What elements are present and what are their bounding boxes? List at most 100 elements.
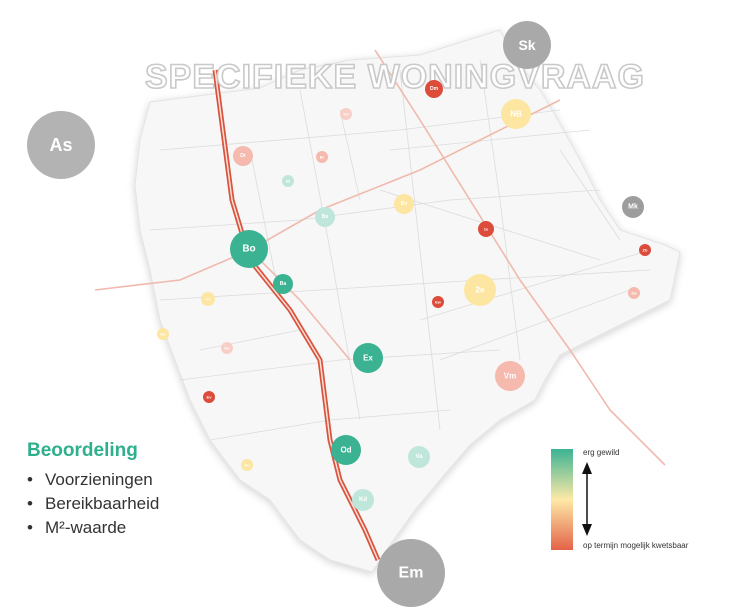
place-bubble-dr: Dr: [233, 146, 253, 166]
place-bubble-circle: [353, 343, 383, 373]
place-bubble-vm: Vm: [495, 361, 525, 391]
place-bubble-circle: [233, 146, 253, 166]
place-bubble-2e: 2e: [464, 274, 496, 306]
scale-top-label: erg gewild: [583, 448, 619, 457]
place-bubble-ew: Ew: [432, 296, 444, 308]
place-bubble-bo: Bo: [230, 230, 268, 268]
map-title: SPECIFIEKE WONINGVRAAG: [145, 58, 645, 96]
place-bubble-label: Ov: [343, 112, 349, 117]
place-bubble-ev: Ev: [203, 391, 215, 403]
place-bubble-label: Bl: [286, 179, 290, 184]
place-bubble-zb: Zb: [639, 244, 651, 256]
legend: Beoordeling • Voorzieningen • Bereikbaarhe…: [27, 440, 159, 540]
svg-text:Em: Em: [399, 565, 424, 582]
place-bubble-circle: [315, 207, 335, 227]
city-as: As: [27, 111, 95, 179]
place-bubble-label: Zb: [643, 248, 648, 253]
place-bubble-ov: Ov: [340, 108, 352, 120]
place-bubble-circle: [273, 274, 293, 294]
place-bubble-circle: [628, 287, 640, 299]
place-bubble-vv: Vv: [201, 292, 215, 306]
place-bubble-label: Dm: [430, 86, 439, 92]
place-bubble-circle: [316, 151, 328, 163]
place-bubble-oo: Oo: [157, 328, 169, 340]
svg-text:Mk: Mk: [628, 204, 638, 211]
place-bubble-circle: [221, 342, 233, 354]
legend-item: • M²-waarde: [27, 518, 127, 537]
place-bubble-label: NB: [510, 110, 522, 119]
place-bubble-label: 1e: [484, 227, 489, 232]
city-em: Em: [377, 539, 445, 607]
place-bubbles: Dm NB Dr Ov Br Bl Bu Bv 1e Bo Ba Vv 2e Ew Zb Zw Oo Ho Ex Vm…: [157, 80, 651, 511]
place-bubble-label: Br: [320, 155, 325, 160]
place-bubble-label: Va: [415, 454, 423, 460]
road-network: [149, 59, 651, 441]
place-bubble-label: Oo: [160, 332, 166, 337]
place-bubble-circle: [425, 80, 443, 98]
place-bubble-zw: Zw: [628, 287, 640, 299]
scale-gradient-bar: [551, 449, 573, 550]
place-bubble-label: Ew: [435, 300, 442, 305]
place-bubble-bu: Bu: [315, 207, 335, 227]
place-bubble-ku: Ku: [241, 459, 253, 471]
place-bubble-label: Dr: [240, 153, 246, 159]
place-bubble-circle: [331, 435, 361, 465]
place-bubble-label: Bu: [322, 214, 329, 220]
city-mk: Mk: [622, 196, 644, 218]
place-bubble-kd: Kd: [352, 489, 374, 511]
place-bubble-label: Bo: [242, 244, 255, 255]
legend-heading: Beoordeling: [27, 440, 138, 461]
legend-item: • Bereikbaarheid: [27, 494, 160, 513]
place-bubble-ho: Ho: [221, 342, 233, 354]
arrow-down-icon: [582, 524, 592, 536]
place-bubble-circle: [408, 446, 430, 468]
place-bubble-label: Vm: [504, 372, 516, 381]
place-bubble-label: Bv: [401, 201, 408, 207]
place-bubble-circle: [340, 108, 352, 120]
svg-text:As: As: [49, 135, 72, 155]
place-bubble-label: Ev: [207, 395, 213, 400]
place-bubble-br: Br: [316, 151, 328, 163]
place-bubble-label: 2e: [476, 286, 485, 295]
place-bubble-label: Ku: [244, 463, 250, 468]
place-bubble-bv: Bv: [394, 194, 414, 214]
legend-item: • Voorzieningen: [27, 470, 153, 489]
place-bubble-circle: [432, 296, 444, 308]
place-bubble-va: Va: [408, 446, 430, 468]
place-bubble-label: Zw: [631, 291, 637, 296]
color-scale: erg gewild op termijn mogelijk kwetsbaar: [551, 448, 689, 550]
place-bubble-ex: Ex: [353, 343, 383, 373]
place-bubble-label: Kd: [359, 497, 367, 503]
scale-bottom-label: op termijn mogelijk kwetsbaar: [583, 541, 689, 550]
place-bubble-circle: [230, 230, 268, 268]
arrow-up-icon: [582, 462, 592, 474]
place-bubble-circle: [478, 221, 494, 237]
place-bubble-circle: [352, 489, 374, 511]
place-bubble-circle: [201, 292, 215, 306]
place-bubble-circle: [394, 194, 414, 214]
region-outline: [134, 29, 681, 573]
place-bubble-circle: [501, 99, 531, 129]
place-bubble-label: Ho: [224, 346, 230, 351]
place-bubble-circle: [464, 274, 496, 306]
place-bubble-label: Ba: [280, 281, 287, 287]
place-bubble-circle: [157, 328, 169, 340]
place-bubble-circle: [203, 391, 215, 403]
place-bubble-circle: [639, 244, 651, 256]
svg-text:Sk: Sk: [518, 37, 535, 53]
place-bubble-circle: [241, 459, 253, 471]
place-bubble-circle: [495, 361, 525, 391]
place-bubble-ba: Ba: [273, 274, 293, 294]
place-bubble-bl: Bl: [282, 175, 294, 187]
place-bubble-dm: Dm: [425, 80, 443, 98]
place-bubble-label: Ex: [363, 354, 373, 363]
place-bubble-od: Od: [331, 435, 361, 465]
city-sk: Sk: [503, 21, 551, 69]
place-bubble-circle: [282, 175, 294, 187]
legend-list: • Voorzieningen • Bereikbaarheid • M²-waard…: [27, 468, 159, 540]
place-bubble-label: Vv: [206, 297, 212, 302]
place-bubble-label: Od: [340, 446, 351, 455]
place-bubble-1e: 1e: [478, 221, 494, 237]
place-bubble-nb: NB: [501, 99, 531, 129]
